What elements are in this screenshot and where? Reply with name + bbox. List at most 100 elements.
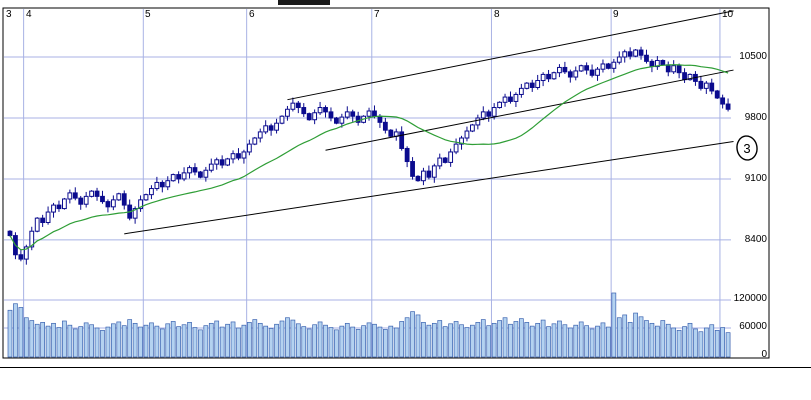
candle-body — [328, 111, 334, 119]
volume-bar — [100, 329, 105, 358]
volume-bar — [529, 325, 535, 358]
candle-body — [34, 217, 40, 232]
candle-body — [551, 72, 557, 80]
volume-bar — [301, 326, 307, 358]
candle-body — [83, 195, 89, 205]
candle-body — [208, 163, 214, 171]
volume-bar — [361, 325, 366, 358]
candle-body — [529, 82, 535, 88]
candle-body — [410, 161, 415, 177]
candle-body — [703, 82, 709, 89]
volume-axis-label: 120000 — [733, 293, 767, 304]
candle-body — [491, 107, 497, 117]
candle-body — [633, 49, 639, 57]
volume-bar — [268, 328, 274, 358]
candle-body — [149, 188, 154, 196]
candle-body — [165, 180, 171, 188]
volume-bar — [475, 322, 481, 358]
volume-bar — [328, 327, 334, 358]
volume-bar — [116, 321, 122, 358]
volume-bar — [83, 322, 89, 358]
volume-bar — [154, 325, 160, 358]
volume-bar — [62, 320, 67, 358]
candle-body — [45, 211, 51, 224]
price-axis-label: 9100 — [744, 173, 767, 184]
volume-bar — [655, 325, 660, 358]
candle-body — [567, 71, 573, 78]
candle-body — [431, 165, 437, 178]
volume-bar — [306, 328, 312, 358]
candle-body — [274, 122, 279, 131]
volume-bar — [562, 324, 568, 358]
volume-bar — [198, 329, 203, 358]
candle-body — [611, 61, 617, 69]
candle-body — [219, 159, 225, 166]
volume-bar — [208, 322, 214, 358]
candle-body — [676, 65, 682, 74]
annotation-circle — [736, 135, 758, 161]
volume-bar — [399, 321, 405, 358]
candle-body — [89, 190, 94, 197]
volume-bar — [665, 323, 671, 358]
volume-bar — [247, 322, 252, 358]
trend-line — [325, 69, 734, 151]
candle-body — [508, 96, 513, 102]
volume-bar — [421, 322, 426, 358]
candle-body — [448, 151, 454, 163]
volume-bar — [682, 326, 687, 358]
volume-bar — [323, 324, 328, 358]
volume-bar — [388, 325, 394, 358]
candle-body — [606, 63, 611, 69]
volume-bar — [600, 322, 606, 358]
volume-bar — [56, 327, 62, 358]
candle-body — [323, 107, 328, 113]
candle-body — [252, 137, 258, 145]
candle-body — [442, 157, 448, 163]
candle-body — [665, 64, 671, 73]
candle-body — [29, 230, 35, 248]
volume-bar — [279, 320, 285, 358]
volume-bar — [78, 326, 84, 358]
candle-body — [339, 116, 345, 124]
candle-body — [290, 102, 296, 110]
volume-bar — [252, 319, 258, 358]
volume-bar — [285, 317, 290, 358]
volume-bar — [159, 328, 165, 358]
volume-bar — [676, 329, 682, 358]
candle-body — [524, 82, 530, 89]
candle-body — [181, 172, 187, 180]
candle-body — [170, 174, 176, 182]
volume-bar — [437, 320, 443, 358]
candle-body — [453, 143, 459, 153]
volume-bar — [393, 327, 399, 358]
candle-body — [562, 66, 568, 73]
x-axis-label: 6 — [249, 9, 255, 20]
candle-body — [682, 72, 687, 81]
volume-bar — [67, 324, 73, 358]
volume-bar — [519, 318, 524, 358]
x-axis-label: 3 — [6, 9, 12, 20]
candle-body — [622, 51, 628, 58]
volume-bar — [459, 324, 464, 358]
candle-body — [121, 193, 127, 206]
volume-bar — [187, 322, 192, 358]
candle-body — [480, 111, 486, 119]
volume-bar — [404, 317, 410, 358]
candle-body — [344, 111, 350, 118]
candle-body — [110, 199, 116, 208]
candle-body — [62, 198, 67, 210]
candle-body — [698, 80, 704, 89]
candle-body — [687, 73, 693, 81]
price-axis-label: 9800 — [744, 112, 767, 123]
volume-bar — [524, 322, 530, 358]
candle-body — [714, 90, 720, 99]
volume-bar — [295, 323, 301, 358]
candle-body — [285, 108, 290, 117]
candle-body — [573, 70, 579, 78]
candle-body — [18, 254, 24, 260]
volume-bar — [51, 322, 56, 358]
candle-body — [660, 59, 666, 66]
candle-body — [709, 82, 715, 92]
candle-body — [230, 153, 236, 160]
candle-body — [350, 111, 356, 117]
